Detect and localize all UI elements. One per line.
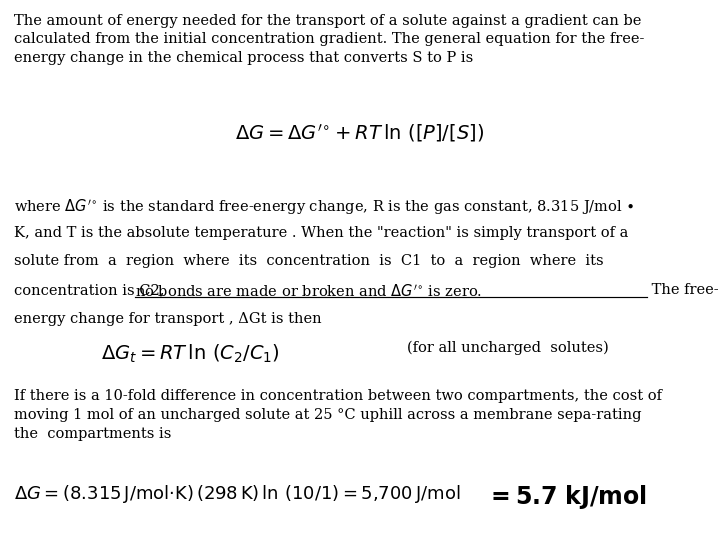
Text: energy change for transport , ΔGt is then: energy change for transport , ΔGt is the… xyxy=(14,312,322,326)
Text: no bonds are made or broken and $\Delta G'^{\circ}$ is zero.: no bonds are made or broken and $\Delta … xyxy=(135,283,482,300)
Text: If there is a 10-fold difference in concentration between two compartments, the : If there is a 10-fold difference in conc… xyxy=(14,389,662,441)
Text: K, and T is the absolute temperature . When the "reaction" is simply transport o: K, and T is the absolute temperature . W… xyxy=(14,226,629,240)
Text: concentration is C2,: concentration is C2, xyxy=(14,283,169,297)
Text: $\Delta G = \Delta G'^{\circ} + RT\, \ln\, ([P]/[S])$: $\Delta G = \Delta G'^{\circ} + RT\, \ln… xyxy=(235,122,485,144)
Text: The amount of energy needed for the transport of a solute against a gradient can: The amount of energy needed for the tran… xyxy=(14,14,645,65)
Text: solute from  a  region  where  its  concentration  is  C1  to  a  region  where : solute from a region where its concentra… xyxy=(14,254,604,268)
Text: $\Delta G = (8.315\,\mathrm{J/mol{\cdot}K})\,(298\,\mathrm{K})\,\ln\,(10/1) = 5{: $\Delta G = (8.315\,\mathrm{J/mol{\cdot}… xyxy=(14,483,461,505)
Text: The free-: The free- xyxy=(647,283,719,297)
Text: $\mathbf{= 5.7\ kJ/mol}$: $\mathbf{= 5.7\ kJ/mol}$ xyxy=(486,483,647,511)
Text: (for all uncharged  solutes): (for all uncharged solutes) xyxy=(407,340,608,355)
Text: $\Delta G_t = RT\, \ln\,(C_2/C_1)$: $\Delta G_t = RT\, \ln\,(C_2/C_1)$ xyxy=(102,343,280,365)
Text: where $\Delta G'^{\circ}$ is the standard free-energy change, R is the gas const: where $\Delta G'^{\circ}$ is the standar… xyxy=(14,197,635,217)
